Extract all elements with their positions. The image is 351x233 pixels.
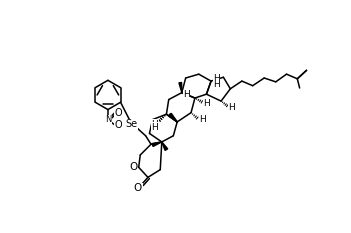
- Text: H̄: H̄: [152, 121, 158, 130]
- Text: O: O: [129, 162, 138, 172]
- Text: H: H: [152, 123, 158, 132]
- Text: O: O: [134, 183, 142, 193]
- Text: N: N: [105, 115, 112, 124]
- Text: H: H: [152, 120, 158, 129]
- Text: H: H: [213, 74, 220, 83]
- Polygon shape: [179, 82, 182, 93]
- Text: O: O: [114, 120, 122, 130]
- Polygon shape: [152, 142, 162, 147]
- Text: O: O: [114, 108, 122, 118]
- Text: H: H: [229, 103, 235, 112]
- Text: H: H: [203, 99, 210, 108]
- Polygon shape: [168, 114, 177, 122]
- Text: Se: Se: [126, 119, 138, 129]
- Polygon shape: [169, 113, 177, 122]
- Text: H: H: [213, 80, 220, 89]
- Text: H: H: [183, 90, 190, 99]
- Text: H: H: [199, 115, 206, 124]
- Polygon shape: [162, 142, 168, 151]
